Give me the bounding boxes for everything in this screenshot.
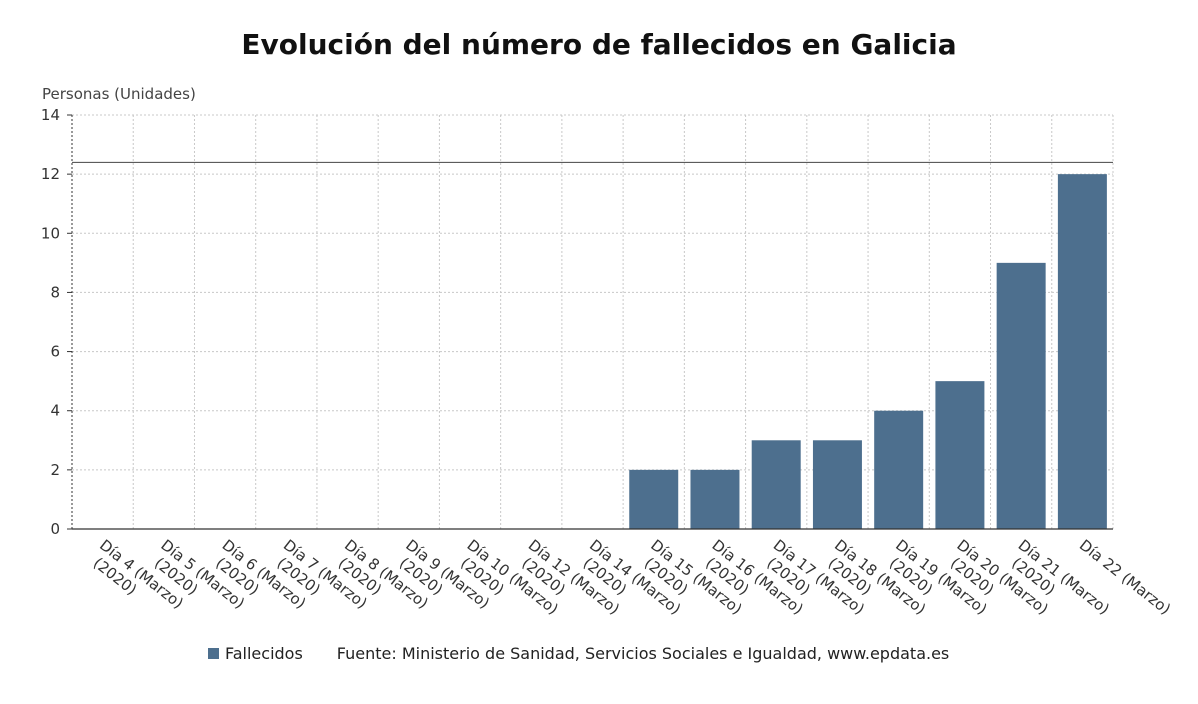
y-tick-label: 12: [41, 165, 60, 183]
y-tick-label: 8: [50, 283, 60, 301]
legend-label: Fallecidos: [225, 644, 303, 663]
bar: [935, 381, 985, 529]
y-tick-label: 4: [50, 402, 60, 420]
y-tick-label: 10: [41, 224, 60, 242]
y-tick-label: 14: [41, 106, 60, 124]
chart-title: Evolución del número de fallecidos en Ga…: [241, 28, 957, 61]
bar: [812, 440, 862, 529]
y-tick-label: 0: [50, 520, 60, 538]
legend: Fallecidos Fuente: Ministerio de Sanidad…: [208, 644, 949, 663]
y-tick-label: 6: [50, 343, 60, 361]
bar: [874, 410, 924, 529]
legend-swatch: [208, 648, 219, 659]
axes: [67, 114, 1113, 530]
y-tick-labels: 0 2 4 6 8 10 12 14: [41, 106, 60, 538]
bars: [629, 174, 1107, 529]
y-axis-label: Personas (Unidades): [42, 85, 196, 103]
y-tick-label: 2: [50, 461, 60, 479]
bar: [996, 262, 1046, 529]
bar: [751, 440, 801, 529]
bar: [629, 469, 679, 529]
source-note: Fuente: Ministerio de Sanidad, Servicios…: [336, 644, 950, 663]
bar: [690, 469, 740, 529]
bar: [1057, 174, 1107, 529]
grid-lines: [72, 114, 1114, 529]
x-tick-labels: Día 4 (Marzo)(2020) Día 5 (Marzo)(2020) Dí…: [90, 536, 1174, 618]
